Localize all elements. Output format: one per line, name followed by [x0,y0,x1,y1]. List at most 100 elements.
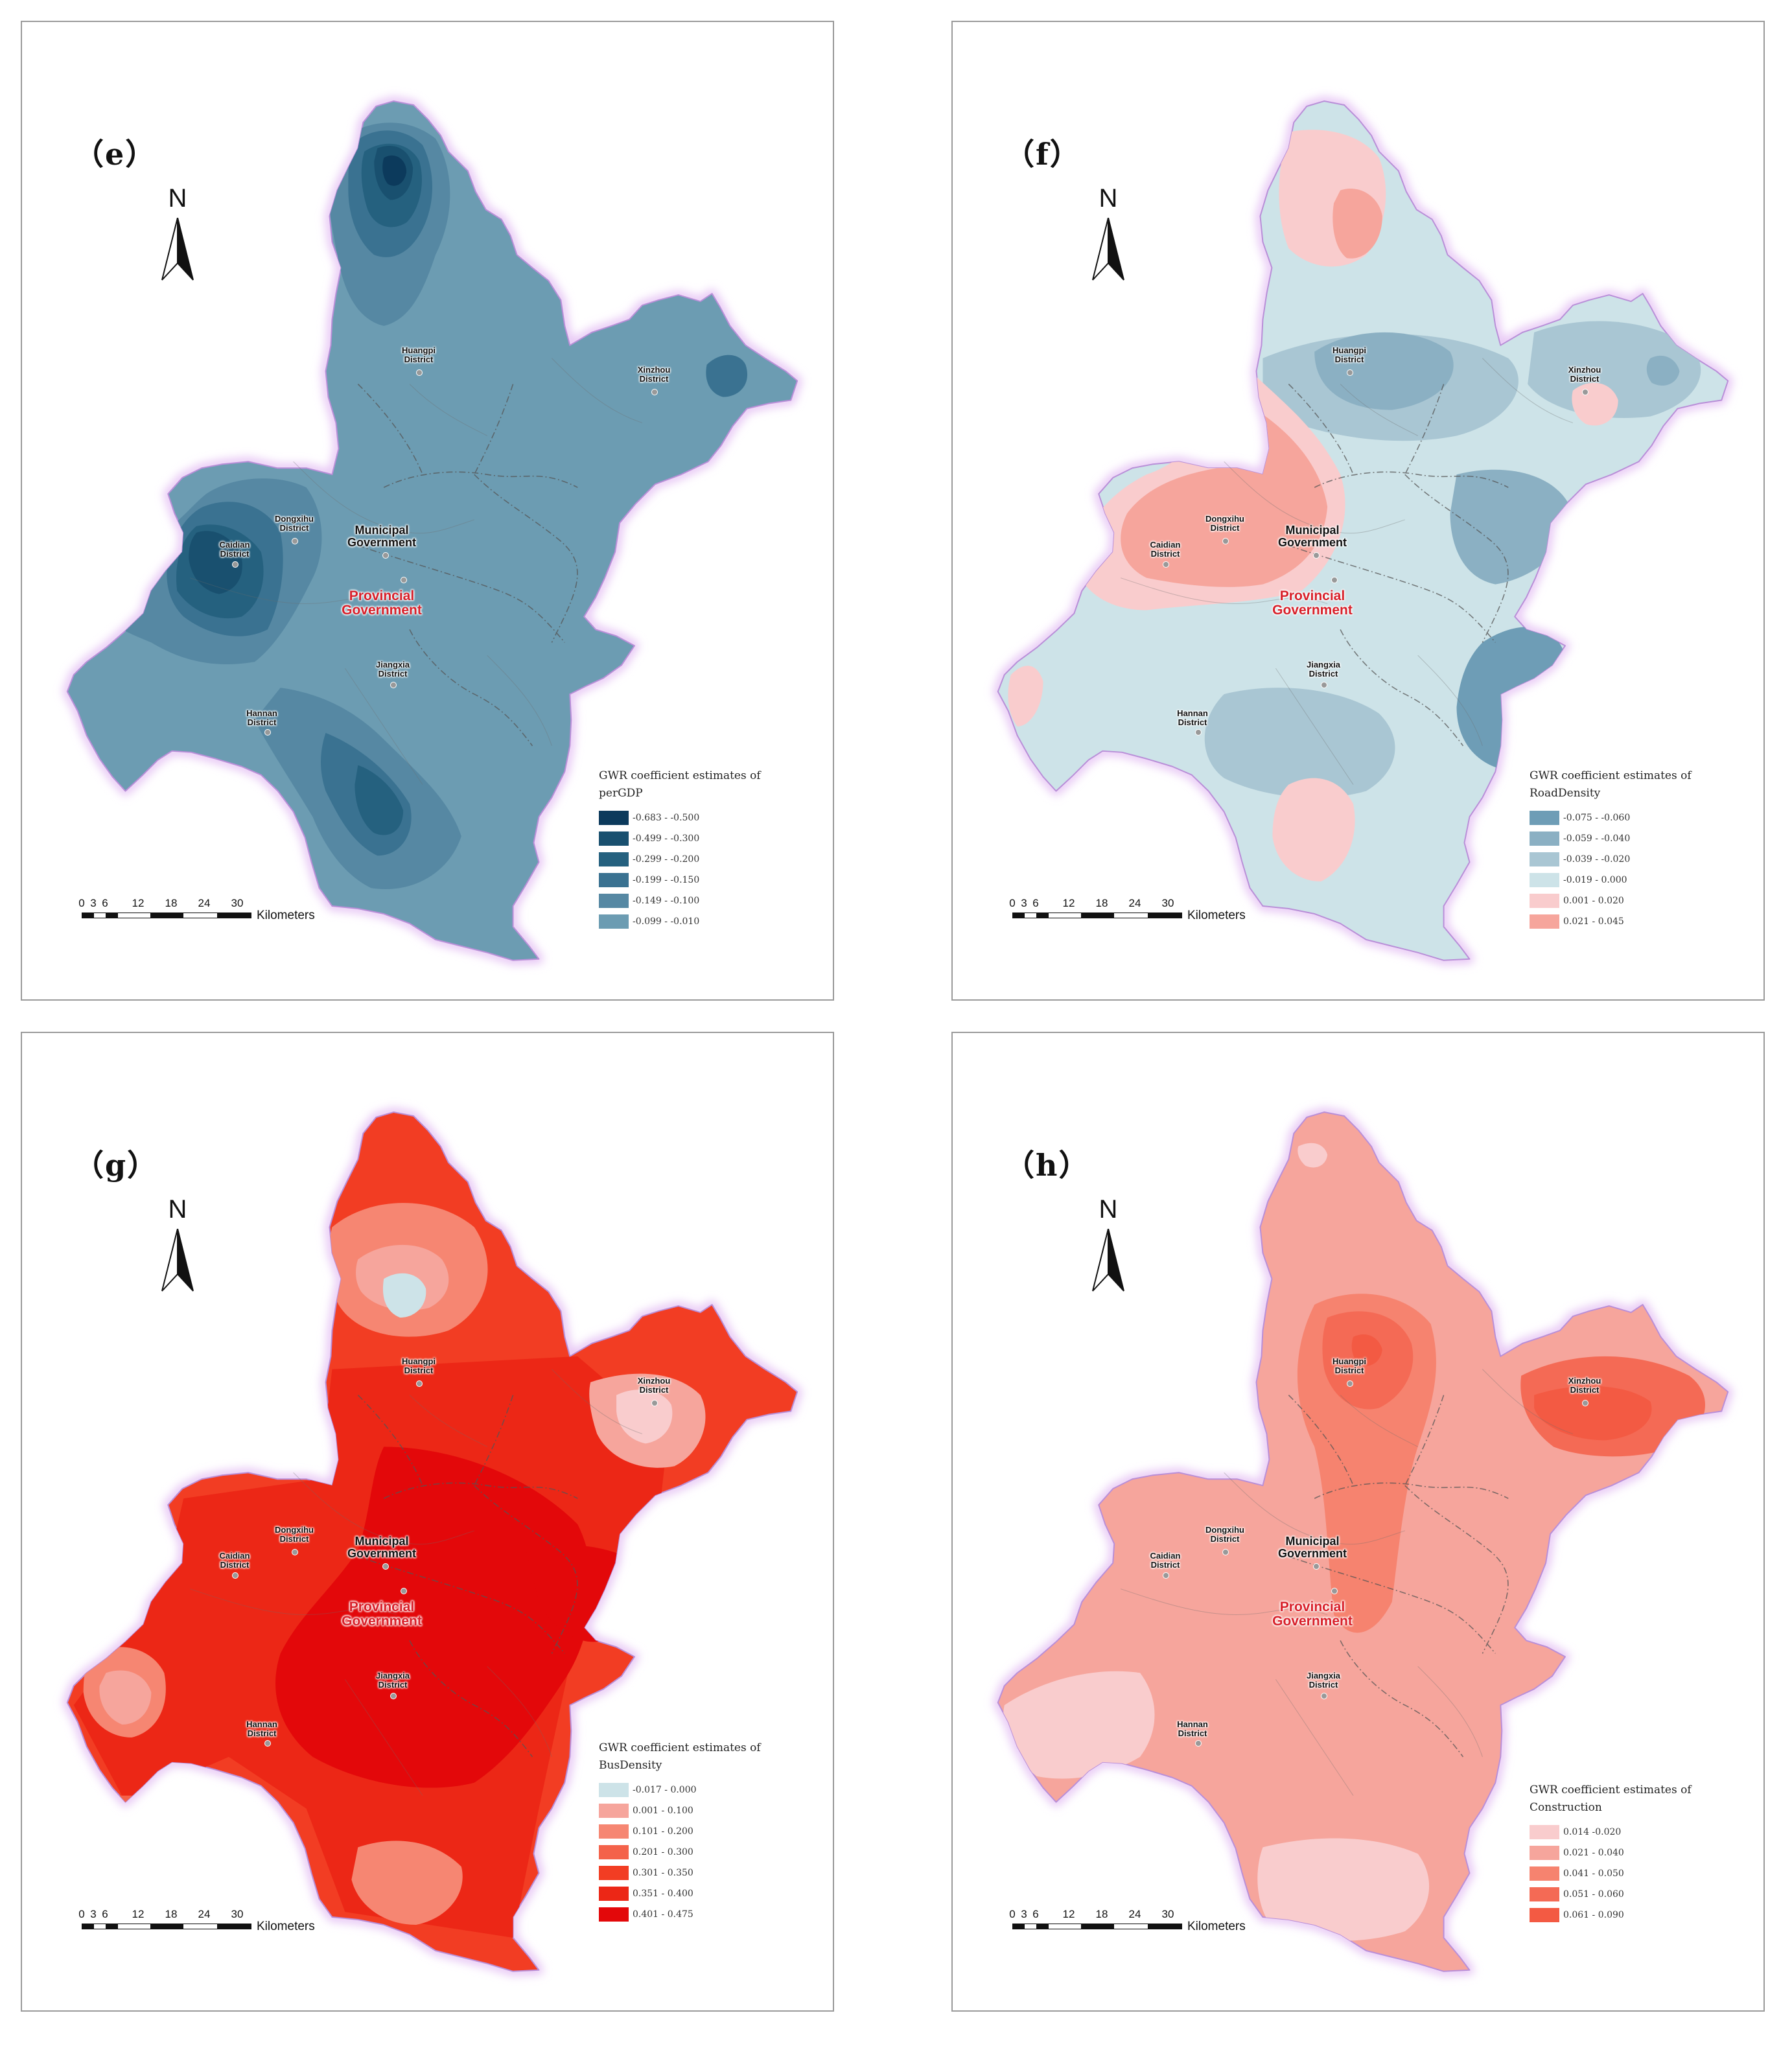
wuhan-boundary [997,100,1729,961]
scale-unit: Kilometers [257,1920,315,1933]
scale-tick: 3 [90,1908,97,1920]
caidian-location-dot [1163,561,1169,568]
scale-tick: 12 [1062,897,1075,909]
dongxihu-district-label: Dongxihu District [275,1525,314,1544]
legend-swatch [1530,1825,1559,1840]
road-network [1288,384,1509,747]
legend: GWR coefficient estimates of perGDP -0.6… [599,767,761,932]
legend-swatch [599,1824,629,1839]
municipal-government-label: Municipal Government [347,1535,417,1560]
scale-tick: 6 [1032,897,1039,909]
legend-swatch [1530,1846,1559,1861]
scale-tick: 24 [198,1908,211,1920]
dongxihu-district-label: Dongxihu District [275,514,314,533]
panel-label: （g） [74,1148,159,1183]
legend-item: 0.061 - 0.090 [1530,1905,1692,1925]
huangpi-district-label: Huangpi District [1332,1356,1366,1375]
panel-label: （f） [1005,137,1081,172]
huangpi-location-dot [1347,369,1353,376]
legend-swatch [1530,873,1559,888]
map-panel-f: （f） N Huangpi District Xinzhou District Do… [951,21,1765,1001]
map-panel-h: （h） N Huangpi District Xinzhou District Do… [951,1032,1765,2012]
zone-e-12 [382,155,407,186]
dongxihu-location-dot [292,538,298,544]
legend-title: GWR coefficient estimates of [599,769,761,782]
legend-label: 0.401 - 0.475 [633,1909,693,1920]
legend-item: 0.051 - 0.060 [1530,1884,1692,1905]
hannan-district-label: Hannan District [1177,1719,1208,1738]
scale-tick: 18 [165,1908,178,1920]
scale-ticks: 0 3 6 12 18 24 30 [75,897,347,911]
huangpi-district-label: Huangpi District [1332,345,1366,364]
zone-g-1 [275,1447,592,1788]
zone-h-6 [1257,1838,1430,1941]
legend-item: 0.041 - 0.050 [1530,1863,1692,1884]
jiangxia-district-label: Jiangxia District [1306,660,1341,679]
zone-e-3 [706,355,748,397]
scale-tick: 6 [1032,1908,1039,1920]
legend: GWR coefficient estimates of RoadDensity… [1530,767,1692,932]
scale-tick: 24 [198,897,211,909]
scale-tick: 0 [78,897,85,909]
legend-item: -0.299 - -0.200 [599,849,761,870]
legend-rows: -0.017 - 0.000 0.001 - 0.100 0.101 - 0.200… [599,1780,761,1925]
legend-item: 0.401 - 0.475 [599,1904,761,1925]
legend-swatch [599,852,629,867]
scale-unit: Kilometers [257,909,315,922]
legend-item: 0.001 - 0.020 [1530,890,1692,911]
xinzhou-location-dot [1582,389,1588,395]
scale-bar: 0 3 6 12 18 24 30 Kilometers [75,897,347,936]
district-lines [190,358,643,785]
legend-item: -0.059 - -0.040 [1530,828,1692,849]
legend-label: 0.021 - 0.045 [1563,916,1624,927]
xinzhou-location-dot [651,1400,658,1406]
scale-tick: 3 [1021,897,1027,909]
legend-label: -0.039 - -0.020 [1563,854,1631,865]
scale-unit: Kilometers [1187,909,1246,922]
provincial-location-dot [401,1588,407,1594]
legend-item: 0.021 - 0.040 [1530,1843,1692,1863]
scale-tick: 30 [1161,1908,1174,1920]
xinzhou-location-dot [651,389,658,395]
legend-item: -0.683 - -0.500 [599,808,761,828]
legend-item: -0.019 - 0.000 [1530,870,1692,890]
xinzhou-district-label: Xinzhou District [1568,1376,1601,1395]
zone-f-12 [1008,666,1043,727]
north-arrow: N [152,184,204,288]
legend-item: 0.021 - 0.045 [1530,911,1692,932]
legend-swatch [599,1887,629,1901]
legend-label: -0.149 - -0.100 [633,896,700,907]
legend-label: -0.019 - 0.000 [1563,875,1627,886]
scale-bar-graphic [1012,1924,1182,1929]
huangpi-location-dot [416,1380,423,1387]
legend-item: -0.075 - -0.060 [1530,808,1692,828]
legend-swatch [599,831,629,846]
legend-label: 0.351 - 0.400 [633,1889,693,1900]
legend-item: -0.199 - -0.150 [599,870,761,890]
legend-item: 0.001 - 0.100 [599,1800,761,1821]
caidian-district-label: Caidian District [1150,540,1181,559]
caidian-district-label: Caidian District [1150,1551,1181,1570]
jiangxia-location-dot [390,682,397,688]
scale-bar-graphic [82,1924,251,1929]
scale-ticks: 0 3 6 12 18 24 30 [1006,1908,1278,1922]
legend-variable: perGDP [599,787,643,800]
scale-tick: 12 [132,1908,145,1920]
scale-tick: 18 [1095,897,1108,909]
zone-f-1 [1314,332,1454,410]
scale-bar: 0 3 6 12 18 24 30 Kilometers [1006,897,1278,936]
north-arrow: N [152,1195,204,1299]
huangpi-district-label: Huangpi District [402,345,436,364]
legend-variable: BusDensity [599,1759,662,1773]
north-arrow: N [1082,184,1134,288]
zone-f-8 [1332,188,1382,259]
legend-label: -0.075 - -0.060 [1563,813,1631,824]
legend-swatch [599,894,629,909]
zone-e-10 [189,531,242,594]
legend-swatch [599,914,629,929]
hannan-district-label: Hannan District [246,1719,277,1738]
scale-tick: 3 [90,897,97,909]
jiangxia-district-label: Jiangxia District [1306,1671,1341,1690]
coefficient-zones [1003,1143,1705,1941]
legend-item: -0.039 - -0.020 [1530,849,1692,870]
